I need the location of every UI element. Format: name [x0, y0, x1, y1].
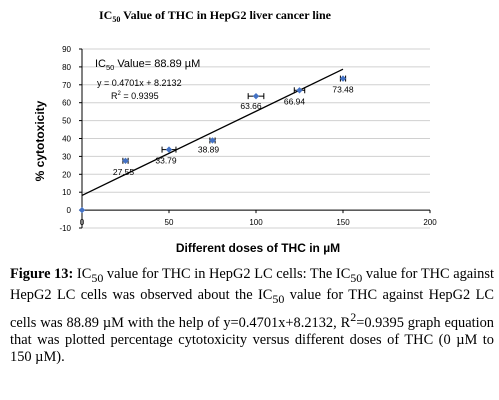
data-label: 63.66 — [240, 101, 262, 111]
caption-sub-2: 50 — [350, 270, 363, 285]
x-tick-label: 200 — [423, 218, 437, 227]
chart-gridlines — [82, 48, 430, 229]
data-point — [209, 137, 216, 144]
caption-text-2: value for THC in HepG2 LC cells: The IC — [103, 266, 351, 282]
chart-title: IC50 Value of THC in HepG2 liver cancer … — [99, 8, 332, 24]
x-tick-label: 50 — [165, 218, 174, 227]
y-tick-label: 60 — [62, 99, 71, 108]
y-tick-label: 30 — [62, 152, 71, 161]
y-tick-label: -10 — [59, 224, 71, 233]
data-label: 33.79 — [155, 156, 177, 166]
y-tick-label: 40 — [62, 135, 71, 144]
caption-sup-1: 2 — [350, 309, 357, 324]
data-point — [252, 92, 260, 100]
y-tick-label: 0 — [67, 206, 72, 215]
data-points — [78, 75, 347, 214]
figure-caption: Figure 13: IC50 value for THC in HepG2 L… — [10, 266, 494, 367]
data-label: 66.94 — [284, 96, 306, 106]
r-squared: R2 = 0.9395 — [111, 91, 159, 101]
data-label: 38.89 — [198, 144, 220, 154]
data-label: 27.55 — [113, 167, 135, 177]
caption-sub-1: 50 — [91, 270, 104, 285]
caption-text-5: =0.9395 graph equation that was plotted … — [10, 314, 495, 366]
data-point — [296, 87, 303, 94]
caption-text-3: value for THC against HepG2 LC cells was… — [10, 266, 494, 304]
y-tick-label: 80 — [62, 63, 71, 72]
regression-equation: y = 0.4701x + 8.2132 — [97, 78, 182, 88]
caption-sub-3: 50 — [272, 292, 285, 307]
chart-axes — [79, 48, 431, 229]
data-point — [165, 146, 173, 153]
data-point — [122, 157, 129, 164]
x-tick-label: 0 — [80, 218, 85, 227]
y-tick-label: 50 — [62, 117, 71, 126]
caption-text-1: IC — [73, 266, 92, 282]
y-tick-labels: -10 0 10 20 30 40 50 60 70 80 90 — [59, 45, 71, 233]
data-label: 73.48 — [332, 85, 354, 95]
x-tick-labels: 0 50 100 150 200 — [80, 218, 437, 227]
figure-label: Figure 13: — [10, 266, 74, 282]
y-tick-label: 90 — [62, 45, 71, 54]
data-point — [339, 75, 347, 82]
caption-text-4: value for THC against HepG2 LC cells was… — [10, 287, 494, 331]
data-point — [78, 206, 86, 214]
x-tick-label: 100 — [249, 218, 263, 227]
y-tick-label: 20 — [62, 170, 71, 179]
x-tick-label: 150 — [336, 218, 350, 227]
ic50-annotation: IC50 Value= 88.89 µM — [95, 58, 200, 72]
data-labels: 27.55 33.79 38.89 63.66 66.94 73.48 — [113, 85, 354, 177]
y-tick-label: 10 — [62, 188, 71, 197]
y-axis-label: % cytotoxicity — [33, 100, 47, 181]
y-tick-label: 70 — [62, 81, 71, 90]
x-axis-label: Different doses of THC in µM — [176, 241, 340, 255]
